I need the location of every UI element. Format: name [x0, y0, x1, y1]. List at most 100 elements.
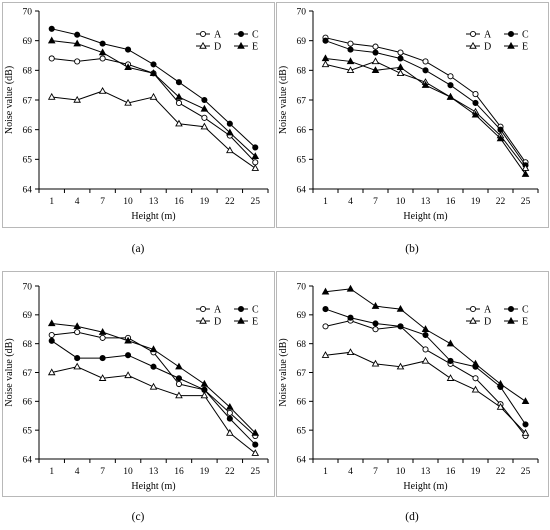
y-axis-title: Noise value (dB)	[4, 338, 15, 406]
panel-frame	[2, 2, 275, 228]
chart-panel-4: 64 65 66 67 68 69 70 1 4 7 10 13 16 19 22 25 Height (m) N…	[276, 271, 549, 523]
x-tick-label: 22	[496, 197, 506, 207]
y-tick-label: 70	[297, 7, 307, 17]
y-tick-label: 66	[297, 126, 307, 136]
data-point-E	[321, 287, 330, 295]
data-point-E	[471, 110, 480, 118]
legend-label-D: D	[214, 317, 221, 328]
data-point-D	[226, 428, 234, 436]
data-point-E	[226, 402, 234, 410]
data-point-D	[226, 146, 234, 154]
data-point-E	[149, 69, 158, 76]
legend-label-D: D	[214, 42, 221, 53]
x-tick-label: 16	[174, 197, 184, 207]
data-point-E	[175, 92, 183, 100]
data-point-E	[73, 39, 81, 47]
data-point-A	[99, 55, 106, 62]
data-point-C	[74, 355, 81, 362]
data-point-C	[322, 37, 329, 44]
y-tick-label: 66	[297, 398, 307, 408]
legend-marker-C	[507, 30, 515, 38]
data-point-E	[200, 379, 209, 387]
data-point-A	[397, 49, 404, 56]
data-point-C	[226, 415, 233, 422]
series-line-C	[51, 340, 256, 445]
series-line-C	[51, 28, 256, 148]
data-point-A	[201, 114, 208, 121]
x-tick-label: 16	[446, 467, 456, 477]
y-tick-label: 64	[297, 185, 307, 195]
data-point-C	[48, 25, 55, 32]
data-point-C	[372, 49, 379, 56]
x-tick-label: 7	[373, 197, 378, 207]
x-tick-label: 13	[421, 197, 431, 207]
legend-label-A: A	[214, 30, 222, 41]
y-tick-label: 64	[23, 185, 33, 195]
y-tick-label: 70	[297, 282, 307, 292]
data-point-D	[98, 374, 107, 381]
legend-marker-C	[237, 305, 245, 313]
data-point-A	[175, 99, 182, 107]
data-point-D	[98, 86, 107, 94]
panel-caption: (a)	[132, 243, 145, 255]
data-point-C	[397, 323, 404, 330]
data-point-D	[124, 371, 132, 379]
legend-label-C: C	[252, 305, 259, 316]
x-tick-label: 1	[49, 467, 54, 477]
data-point-E	[521, 397, 530, 405]
data-point-A	[48, 55, 55, 62]
data-point-A	[347, 40, 354, 47]
legend-marker-A	[469, 305, 477, 313]
legend-marker-E	[237, 41, 245, 49]
y-tick-label: 70	[23, 282, 33, 292]
data-point-D	[471, 385, 480, 393]
data-point-E	[73, 322, 81, 330]
data-point-D	[124, 98, 132, 106]
legend-marker-D	[469, 316, 477, 324]
panel-frame	[276, 271, 549, 497]
y-tick-label: 66	[23, 398, 33, 408]
data-point-D	[73, 95, 81, 103]
data-point-E	[226, 128, 234, 136]
x-axis-title: Height (m)	[131, 211, 175, 222]
series-line-D	[51, 366, 256, 454]
data-point-D	[521, 428, 530, 436]
x-tick-label: 19	[471, 467, 481, 477]
legend-marker-E	[507, 316, 515, 324]
data-point-E	[98, 48, 107, 56]
x-tick-label: 25	[521, 467, 531, 477]
data-point-C	[74, 31, 81, 38]
data-point-C	[175, 79, 182, 86]
data-point-C	[347, 46, 354, 53]
series-line-D	[325, 60, 526, 169]
data-point-E	[496, 379, 505, 387]
y-axis-title: Noise value (dB)	[278, 66, 289, 134]
data-point-E	[396, 63, 405, 71]
y-tick-label: 66	[23, 126, 33, 136]
x-tick-label: 13	[421, 467, 431, 477]
data-point-D	[346, 348, 355, 356]
data-point-D	[175, 119, 183, 127]
data-point-A	[372, 43, 379, 50]
data-point-D	[446, 374, 455, 381]
legend-label-C: C	[522, 30, 529, 41]
y-tick-label: 65	[297, 156, 307, 166]
data-point-D	[175, 391, 183, 399]
data-point-D	[47, 92, 56, 100]
y-tick-label: 69	[297, 37, 307, 47]
data-point-D	[251, 449, 260, 456]
data-point-E	[471, 359, 480, 367]
data-point-E	[421, 325, 430, 332]
x-axis-title: Height (m)	[403, 211, 447, 222]
legend-marker-E	[237, 316, 245, 324]
legend-marker-D	[199, 41, 207, 49]
x-tick-label: 13	[149, 197, 159, 207]
data-point-E	[47, 36, 56, 44]
legend-label-C: C	[252, 30, 259, 41]
data-point-D	[47, 368, 56, 376]
y-tick-label: 69	[23, 37, 33, 47]
data-point-D	[149, 92, 158, 100]
data-point-D	[149, 382, 158, 390]
x-tick-label: 22	[225, 467, 235, 477]
